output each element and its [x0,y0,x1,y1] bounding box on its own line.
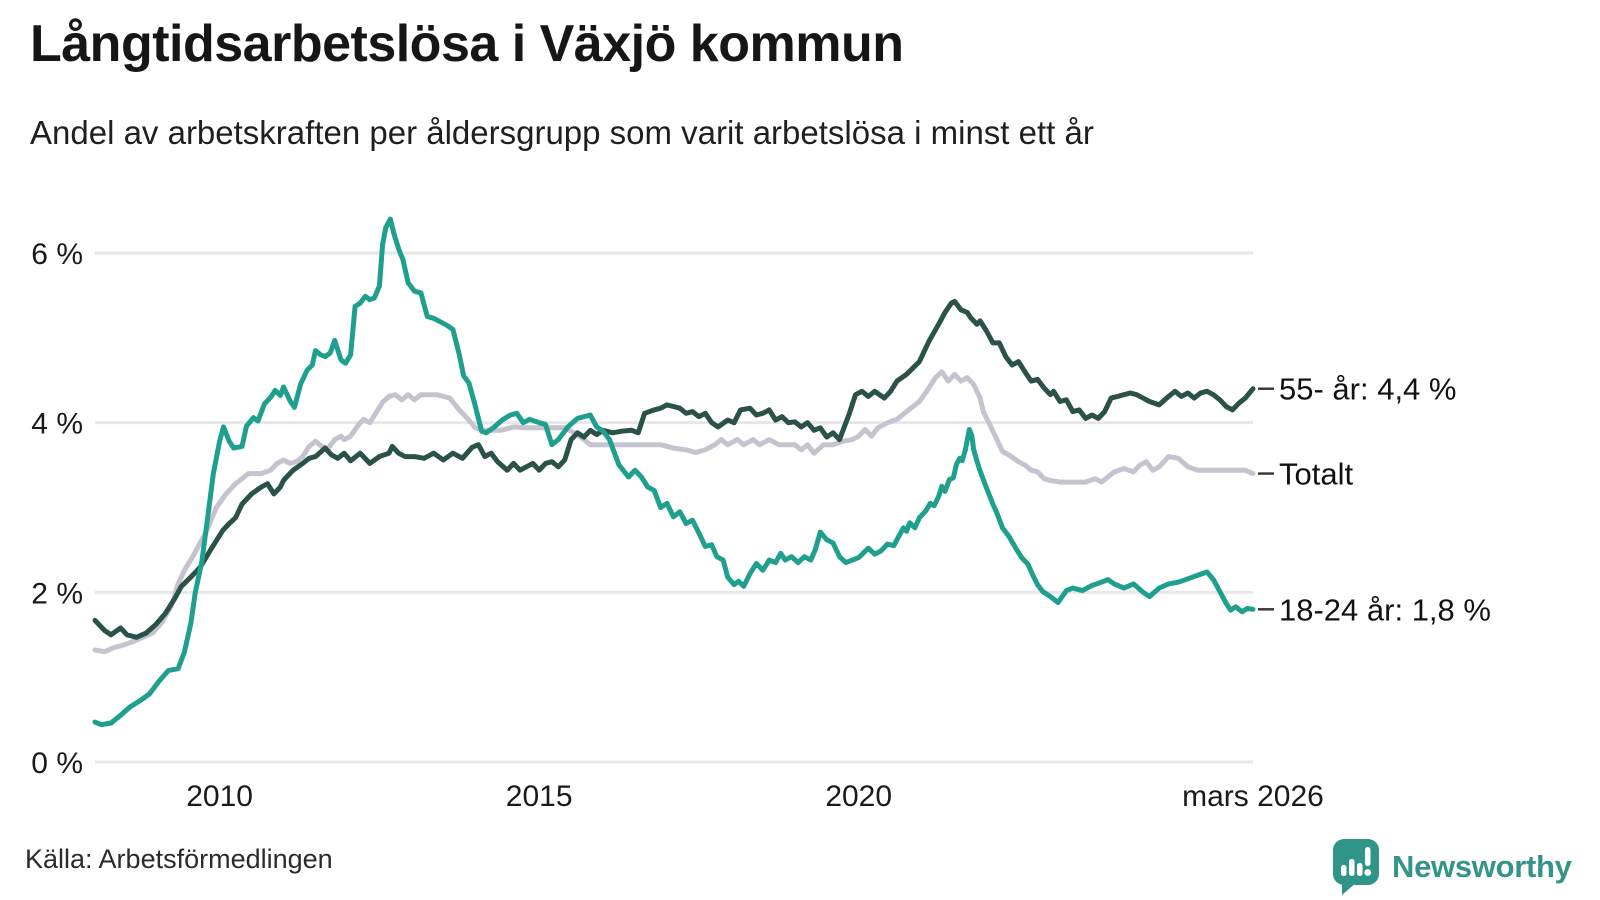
y-tick-label: 2 % [31,577,83,610]
brand-name: Newsworthy [1392,849,1572,884]
x-tick-label: mars 2026 [1182,780,1324,813]
source-label: Källa: Arbetsförmedlingen [25,844,333,874]
page-subtitle: Andel av arbetskraften per åldersgrupp s… [30,114,1094,151]
newsworthy-brand: Newsworthy [1332,838,1572,896]
x-tick-label: 2020 [825,780,892,813]
page-title: Långtidsarbetslösa i Växjö kommun [30,15,904,73]
newsworthy-speech-bubble-chart-icon [1333,839,1379,895]
y-tick-label: 4 % [31,408,83,441]
series-line-totalt [92,369,1256,655]
end-label-totalt: Totalt [1279,457,1353,492]
series-line-55-r [92,298,1256,640]
x-tick-label: 2015 [506,780,573,813]
y-tick-label: 0 % [31,747,83,780]
y-tick-label: 6 % [31,238,83,271]
series-line-18-24-r [92,216,1256,728]
end-label-18-24-r: 18-24 år: 1,8 % [1279,592,1491,627]
end-label-55-r: 55- år: 4,4 % [1279,372,1456,407]
x-tick-label: 2010 [186,780,253,813]
